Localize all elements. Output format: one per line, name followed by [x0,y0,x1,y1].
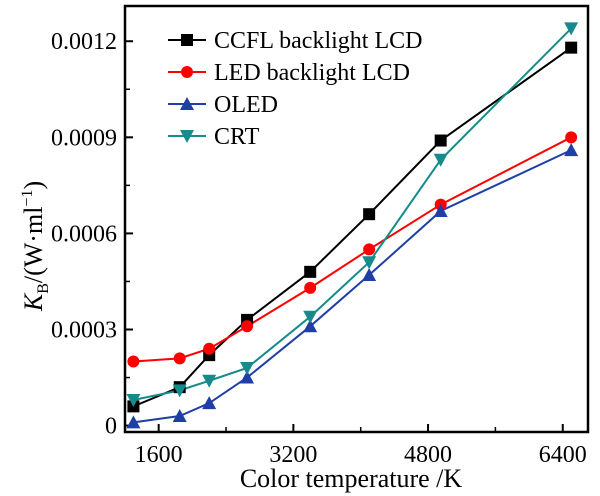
y-tick-label: 0.0006 [51,221,117,247]
legend-marker-3 [180,130,194,143]
data-point-s3-0 [126,393,141,407]
data-point-s2-2 [202,396,217,410]
y-axis-title-close: ) [19,181,48,190]
y-axis-title-sub: B [35,283,52,294]
data-point-s0-7 [565,41,578,54]
series-line-2 [133,149,572,424]
y-axis-title-unit: /(W·ml [19,207,48,284]
data-point-s3-5 [362,256,377,270]
data-point-s2-6 [433,203,448,217]
x-tick-label: 3200 [269,442,317,468]
data-point-s2-0 [126,415,141,429]
y-tick-label: 0.0012 [51,29,117,55]
data-point-s3-7 [564,22,579,36]
legend-label-3: CRT [214,124,260,150]
legend-marker-1 [181,66,193,78]
x-tick-label: 1600 [135,442,183,468]
y-axis-title-main: K [19,292,48,312]
data-point-s0-5 [363,208,376,221]
legend-label-0: CCFL backlight LCD [214,28,422,54]
y-axis-title: KB/(W·ml−1) [19,181,52,312]
legend: CCFL backlight LCD LED backlight LCD OLED C… [168,28,422,150]
data-point-s0-6 [434,134,447,147]
legend-label-1: LED backlight LCD [214,60,410,86]
data-point-s3-2 [202,374,217,388]
data-point-s3-4 [303,310,318,324]
data-point-s1-7 [565,131,578,144]
data-point-s1-4 [304,281,317,294]
tick-labels: 1600 3200 4800 6400 0 0.0003 0.0006 0.0009 0.001… [51,29,587,468]
series-markers [126,22,579,429]
data-point-s1-3 [241,320,254,333]
legend-marker-2 [180,97,194,110]
legend-marker-0 [181,34,193,46]
series-line-1 [133,136,572,363]
y-tick-label: 0.0003 [51,318,117,344]
y-axis-title-exp: −1 [19,190,36,207]
data-point-s3-1 [172,384,187,398]
series-lines [133,27,572,424]
data-point-s3-3 [240,361,255,375]
data-point-s1-5 [363,243,376,256]
svg-text:KB/(W·ml−1): KB/(W·ml−1) [19,181,52,312]
y-tick-label: 0.0009 [51,125,117,151]
data-point-s3-6 [433,153,448,167]
x-tick-label: 4800 [404,442,452,468]
legend-label-2: OLED [214,92,278,118]
data-point-s2-4 [303,319,318,333]
data-point-s2-3 [240,370,255,384]
data-point-s2-5 [362,268,377,282]
plot-frame [123,4,590,434]
y-tick-label: 0 [105,414,117,440]
data-point-s0-4 [304,265,317,278]
x-axis-title: Color temperature /K [240,464,463,493]
data-point-s2-1 [172,408,187,422]
data-point-s1-0 [127,355,140,368]
data-point-s1-1 [173,352,186,365]
data-point-s1-2 [203,342,216,355]
data-point-s2-7 [564,143,579,157]
x-tick-label: 6400 [539,442,587,468]
